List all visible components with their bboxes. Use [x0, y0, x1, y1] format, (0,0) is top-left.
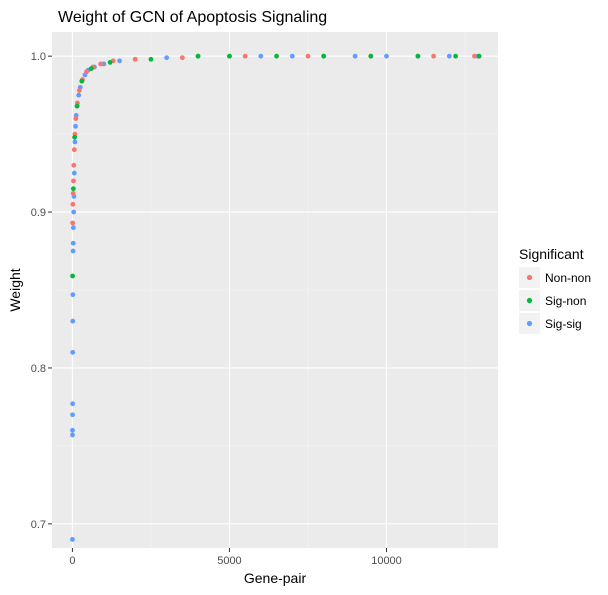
y-tick-label: 1.0 — [31, 51, 46, 63]
legend-dot-sig-non — [526, 297, 533, 304]
point-sig-non — [274, 53, 279, 59]
data-points — [70, 53, 482, 542]
point-sig-non — [107, 59, 113, 65]
point-sig-sig — [70, 292, 76, 298]
point-sig-non — [74, 103, 80, 109]
x-axis-ticks: 0 5000 10000 — [69, 548, 402, 567]
point-non-non — [70, 190, 76, 196]
y-tick-label: 0.7 — [31, 519, 46, 531]
y-tick-label: 0.9 — [31, 207, 46, 219]
point-non-non — [472, 53, 477, 59]
point-sig-sig — [70, 427, 75, 433]
x-tick-label: 0 — [69, 555, 75, 567]
point-sig-non — [70, 186, 76, 192]
point-sig-sig — [72, 139, 78, 145]
legend-label-sig-sig: Sig-sig — [545, 317, 582, 331]
point-sig-sig — [70, 318, 76, 324]
point-sig-sig — [117, 58, 122, 64]
point-sig-non — [368, 53, 374, 59]
point-sig-sig — [70, 248, 76, 254]
legend-label-sig-non: Sig-non — [545, 294, 586, 308]
point-sig-non — [227, 53, 232, 59]
minor-gridlines — [52, 32, 498, 548]
point-sig-sig — [289, 53, 295, 59]
point-sig-sig — [70, 401, 76, 407]
point-non-non — [98, 61, 104, 67]
point-sig-non — [195, 53, 201, 59]
point-sig-sig — [70, 432, 75, 438]
point-sig-sig — [73, 123, 78, 129]
point-non-non — [179, 55, 185, 61]
legend: Significant Non-non Sig-non Sig-sig — [519, 246, 591, 334]
point-sig-non — [148, 56, 154, 62]
y-tick-label: 0.8 — [31, 363, 46, 375]
point-sig-sig — [352, 53, 358, 59]
y-axis-ticks: 0.7 0.8 0.9 1.0 — [31, 51, 52, 531]
point-non-non — [132, 56, 138, 62]
point-non-non — [84, 69, 89, 75]
point-sig-non — [79, 78, 85, 84]
point-sig-sig — [70, 225, 76, 231]
point-sig-sig — [71, 170, 77, 176]
point-sig-non — [321, 53, 327, 59]
point-sig-non — [70, 273, 75, 279]
x-axis-title: Gene-pair — [244, 570, 307, 586]
major-gridlines — [52, 32, 498, 548]
x-tick-label: 5000 — [217, 555, 241, 567]
point-sig-sig — [70, 349, 76, 355]
point-sig-sig — [76, 92, 82, 98]
point-sig-sig — [258, 53, 264, 59]
legend-dot-sig-sig — [526, 320, 533, 327]
point-sig-sig — [70, 537, 75, 542]
y-axis-title: Weight — [7, 268, 23, 311]
point-non-non — [71, 162, 77, 168]
legend-title: Significant — [519, 246, 584, 262]
point-non-non — [71, 178, 76, 184]
point-non-non — [73, 116, 79, 121]
point-sig-non — [476, 53, 482, 59]
point-non-non — [70, 201, 76, 207]
legend-dot-non-non — [526, 274, 533, 281]
point-non-non — [71, 147, 77, 153]
point-non-non — [70, 220, 76, 226]
point-sig-sig — [70, 240, 76, 246]
point-sig-sig — [446, 53, 452, 59]
point-sig-non — [415, 53, 421, 59]
point-sig-non — [88, 66, 94, 72]
point-non-non — [305, 53, 311, 59]
point-non-non — [431, 53, 437, 59]
point-non-non — [76, 88, 82, 93]
point-sig-sig — [70, 412, 75, 418]
chart-title: Weight of GCN of Apoptosis Signaling — [58, 9, 327, 26]
point-sig-non — [72, 134, 78, 140]
point-sig-non — [453, 53, 458, 59]
x-tick-label: 10000 — [371, 555, 402, 567]
point-sig-sig — [384, 53, 389, 59]
point-sig-sig — [71, 209, 77, 215]
legend-label-non-non: Non-non — [545, 271, 591, 285]
point-non-non — [242, 53, 248, 59]
point-sig-sig — [164, 55, 170, 61]
